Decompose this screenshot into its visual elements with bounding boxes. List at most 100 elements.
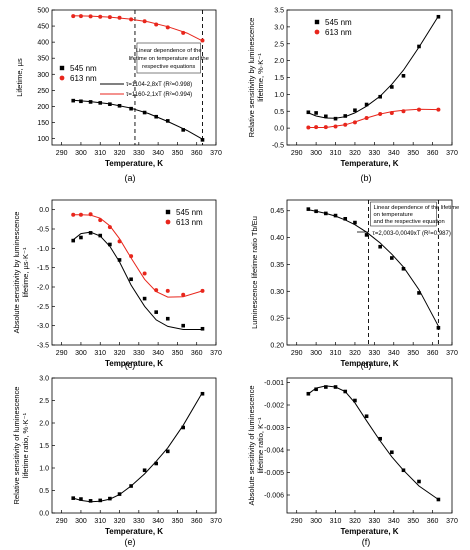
data-point <box>71 14 76 19</box>
data-point <box>98 233 103 238</box>
annotation-box <box>370 201 437 227</box>
x-tick-label: 300 <box>310 150 322 157</box>
panel-label: (f) <box>362 537 371 547</box>
x-tick-label: 290 <box>291 350 303 357</box>
data-point <box>107 15 112 20</box>
data-point <box>142 468 147 473</box>
data-point <box>333 124 338 129</box>
y-tick-label: -3.5 <box>37 343 49 350</box>
x-tick-label: 340 <box>152 518 164 525</box>
data-point <box>88 231 93 235</box>
y-tick-label: 300 <box>37 72 49 79</box>
plot-frame <box>51 199 217 346</box>
y-axis-label: Lifetime, µs <box>15 58 24 97</box>
data-point <box>390 256 394 260</box>
x-tick-label: 330 <box>133 150 145 157</box>
panel-label: (a) <box>125 173 136 183</box>
x-tick-label: 370 <box>210 150 222 157</box>
plot-frame <box>286 199 453 346</box>
y-tick-label: 0.45 <box>270 208 284 215</box>
data-point <box>390 450 394 455</box>
data-point <box>436 107 441 112</box>
data-point <box>88 100 93 104</box>
data-point <box>306 110 311 115</box>
chart-panel-b: 290 300 310 320 330 340 350 360 370 -0.5 0.0 0.5 1.0… <box>247 8 458 184</box>
data-point <box>200 391 205 396</box>
series-545-nm <box>71 231 205 331</box>
y-tick-label: 0.5 <box>274 109 284 116</box>
data-point <box>165 449 170 454</box>
x-axis-label: Temperature, K <box>340 159 398 168</box>
data-point <box>364 102 369 107</box>
chart-panel-a: 290 300 310 320 330 340 350 360 370 100 150 200 250 3… <box>15 8 222 184</box>
data-point <box>200 38 205 43</box>
x-tick-label: 370 <box>210 350 222 357</box>
data-point <box>154 22 159 27</box>
data-point <box>401 109 406 114</box>
x-tick-label: 370 <box>446 350 458 357</box>
data-point <box>98 101 103 105</box>
annotation-box <box>136 42 201 74</box>
data-point <box>71 212 76 217</box>
x-tick-label: 320 <box>349 518 361 525</box>
data-point <box>129 484 133 488</box>
data-point <box>353 220 357 225</box>
plot-frame <box>51 9 217 146</box>
y-tick-label: 2.0 <box>274 58 284 65</box>
data-point <box>323 125 328 130</box>
y-tick-label: 400 <box>37 40 49 47</box>
data-point <box>71 496 76 500</box>
data-point <box>200 288 205 293</box>
legend-label: 545 nm <box>70 64 97 73</box>
y-axis-label: lifetime ratio, K⁻¹ <box>256 417 265 474</box>
x-tick-label: 370 <box>446 518 458 525</box>
data-point <box>389 110 394 115</box>
y-tick-label: 0.30 <box>270 289 284 296</box>
data-point <box>417 291 421 295</box>
chart-panel-e: 290 300 310 320 330 340 350 360 370 0.0 0.5 1.0 1.5 2… <box>12 376 222 548</box>
x-tick-label: 310 <box>330 350 342 357</box>
x-tick-label: 340 <box>152 150 164 157</box>
x-tick-label: 360 <box>427 150 439 157</box>
y-tick-label: -0.002 <box>264 403 284 410</box>
y-tick-label: 100 <box>37 136 49 143</box>
data-point <box>129 277 133 282</box>
series-data <box>306 385 441 502</box>
x-tick-label: 350 <box>172 518 184 525</box>
data-point <box>343 114 348 118</box>
x-tick-label: 340 <box>152 350 164 357</box>
data-point <box>71 238 76 243</box>
x-tick-label: 350 <box>407 350 419 357</box>
annotation-text: Linear dependence of the lifetime <box>374 205 460 211</box>
legend-marker <box>165 209 171 215</box>
x-tick-label: 360 <box>191 150 203 157</box>
data-point <box>401 266 406 271</box>
data-point <box>165 119 170 123</box>
data-point <box>88 499 93 503</box>
series-613-nm <box>71 212 205 298</box>
y-axis-label: lifetime ratio, %·K⁻¹ <box>21 412 30 478</box>
y-tick-label: 500 <box>37 8 49 15</box>
x-tick-label: 310 <box>94 150 106 157</box>
x-tick-label: 320 <box>114 150 126 157</box>
data-point <box>165 316 170 321</box>
legend-label: 613 nm <box>70 74 97 83</box>
data-point <box>181 30 186 35</box>
data-point <box>314 125 319 130</box>
x-tick-label: 340 <box>388 350 400 357</box>
x-tick-label: 320 <box>349 350 361 357</box>
x-axis-label: Temperature, K <box>105 527 163 536</box>
data-point <box>117 103 122 108</box>
y-tick-label: -0.005 <box>264 470 284 477</box>
y-tick-label: 250 <box>37 88 49 95</box>
y-tick-label: 1.0 <box>39 466 49 473</box>
data-point <box>181 425 185 430</box>
y-axis-label: Luminescence lifetime ratio Tb/Eu <box>250 216 259 329</box>
y-tick-label: -2.0 <box>37 285 49 292</box>
data-point <box>154 461 158 466</box>
legend-marker <box>59 75 65 81</box>
annotation-text: and the respective equation <box>374 219 445 225</box>
plot-frame <box>286 377 453 514</box>
y-tick-label: 0.0 <box>39 207 49 214</box>
